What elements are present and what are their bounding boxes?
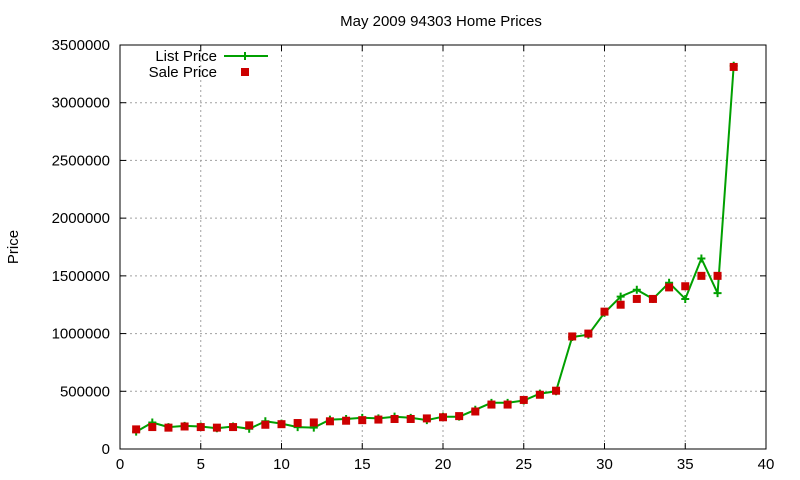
list-price-point: [616, 292, 625, 301]
x-tick-label: 35: [677, 456, 694, 473]
series-line-list-price: [135, 65, 735, 433]
axis-ticks: 0 5 10 15 20 25 30 35 40 0 500000 1000000 1500000 200…: [52, 37, 775, 473]
y-tick-label: 0: [102, 441, 110, 458]
x-tick-label: 15: [354, 456, 371, 473]
sale-price-point: [600, 307, 609, 316]
sale-price-point: [519, 395, 528, 404]
sale-price-point: [584, 329, 593, 338]
sale-price-point: [568, 332, 577, 341]
sale-price-point: [132, 425, 141, 434]
sale-price-point: [212, 423, 221, 432]
legend-marker-list-price: [241, 52, 249, 60]
x-tick-label: 40: [758, 456, 775, 473]
sale-price-point: [293, 419, 302, 428]
series-layer: [132, 61, 738, 436]
sale-price-point: [390, 414, 399, 423]
sale-price-point: [455, 412, 464, 421]
sale-price-point: [729, 62, 738, 71]
sale-price-point: [632, 294, 641, 303]
sale-price-point: [422, 414, 431, 423]
y-tick-label: 500000: [60, 383, 110, 400]
sale-price-point: [358, 416, 367, 425]
sale-price-point: [164, 423, 173, 432]
sale-price-point: [616, 300, 625, 309]
x-tick-label: 30: [596, 456, 613, 473]
sale-price-point: [309, 418, 318, 427]
sale-price-point: [439, 413, 447, 422]
y-axis-label: Price: [5, 230, 22, 264]
sale-price-point: [245, 421, 254, 430]
sale-price-point: [697, 271, 706, 280]
sale-price-point: [148, 423, 157, 432]
y-tick-label: 2500000: [52, 152, 110, 169]
sale-price-point: [648, 294, 657, 303]
sale-price-point: [196, 423, 205, 432]
legend-swatch-sale-price: [241, 68, 249, 76]
list-price-point: [681, 294, 690, 303]
sale-price-point: [681, 282, 690, 291]
sale-price-point: [261, 420, 270, 429]
sale-price-point: [665, 283, 674, 292]
x-tick-label: 20: [435, 456, 452, 473]
y-tick-label: 1500000: [52, 268, 110, 285]
sale-price-point: [180, 422, 189, 431]
y-tick-label: 1000000: [52, 326, 110, 343]
list-price-point: [697, 254, 706, 263]
legend-label-list-price: List Price: [155, 48, 217, 65]
sale-price-point: [325, 417, 334, 426]
legend-label-sale-price: Sale Price: [149, 64, 217, 81]
y-tick-label: 2000000: [52, 210, 110, 227]
sale-price-point: [535, 390, 544, 399]
sale-price-point: [277, 420, 286, 429]
y-tick-label: 3000000: [52, 95, 110, 112]
y-tick-label: 3500000: [52, 37, 110, 54]
x-tick-label: 5: [197, 456, 205, 473]
sale-price-point: [552, 386, 561, 395]
sale-price-point: [406, 414, 415, 423]
x-tick-label: 10: [273, 456, 290, 473]
legend: List Price Sale Price: [149, 48, 268, 81]
sale-price-point: [471, 407, 480, 416]
x-tick-label: 0: [116, 456, 124, 473]
sale-price-point: [374, 415, 383, 424]
chart-title: May 2009 94303 Home Prices: [340, 13, 542, 30]
sale-price-point: [342, 416, 351, 425]
sale-price-point: [713, 271, 722, 280]
sale-price-point: [487, 400, 496, 409]
list-price-point: [713, 289, 722, 298]
list-price-point: [632, 285, 641, 294]
grid-lines: [120, 45, 766, 449]
x-tick-label: 25: [515, 456, 532, 473]
sale-price-point: [503, 400, 512, 409]
sale-price-point: [229, 423, 238, 432]
